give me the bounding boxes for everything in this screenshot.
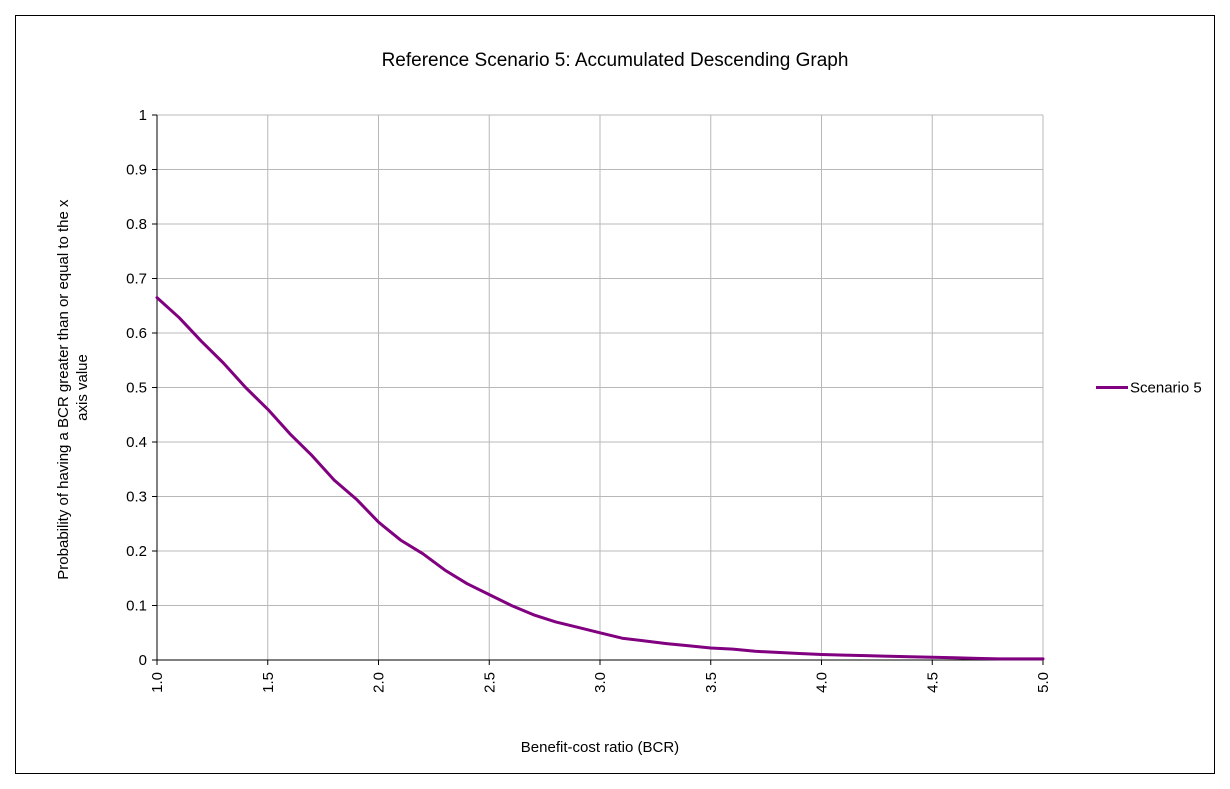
- x-tick-label: 1.5: [260, 672, 277, 693]
- x-tick-label: 2.0: [371, 672, 388, 693]
- x-tick-label: 2.5: [481, 672, 498, 693]
- y-axis-title: Probability of having a BCR greater than…: [55, 195, 91, 579]
- series-line-scenario-5: [155, 296, 1045, 661]
- legend-label: Scenario 5: [1130, 380, 1202, 397]
- x-axis-title: Benefit-cost ratio (BCR): [521, 739, 679, 756]
- x-tick-label: 3.5: [703, 672, 720, 693]
- legend: Scenario 5: [1096, 380, 1202, 397]
- series-layer: [155, 296, 1045, 661]
- y-tick-label: 0.2: [126, 543, 147, 560]
- x-tick-label: 5.0: [1035, 672, 1052, 693]
- y-axis-title-line-1: Probability of having a BCR greater than…: [55, 199, 72, 580]
- axis-layer: [152, 114, 1044, 665]
- chart-title: Reference Scenario 5: Accumulated Descen…: [382, 50, 849, 71]
- y-tick-label: 0.6: [126, 325, 147, 342]
- y-tick-label: 0.1: [126, 598, 147, 615]
- y-tick-label: 0.5: [126, 380, 147, 397]
- chart-frame: Reference Scenario 5: Accumulated Descen…: [15, 15, 1215, 774]
- y-tick-label: 0.3: [126, 489, 147, 506]
- y-tick-label: 0.9: [126, 162, 147, 179]
- chart-svg: Reference Scenario 5: Accumulated Descen…: [55, 50, 1202, 756]
- x-tick-label: 1.0: [149, 672, 166, 693]
- y-tick-label: 0.4: [126, 434, 147, 451]
- y-axis-title-line-2: axis value: [74, 354, 91, 421]
- tick-label-layer: 0 0.1 0.2 0.3 0.4 0.5 0.6 0.7 0.8 0.9 1 1.0 1.5 2.0 2.…: [126, 107, 1052, 693]
- y-tick-label: 0: [139, 652, 147, 669]
- y-tick-label: 0.8: [126, 216, 147, 233]
- y-tick-label: 0.7: [126, 271, 147, 288]
- grid-layer: [157, 114, 1044, 660]
- x-tick-label: 3.0: [592, 672, 609, 693]
- x-tick-label: 4.5: [924, 672, 941, 693]
- y-tick-label: 1: [139, 107, 147, 124]
- x-tick-label: 4.0: [814, 672, 831, 693]
